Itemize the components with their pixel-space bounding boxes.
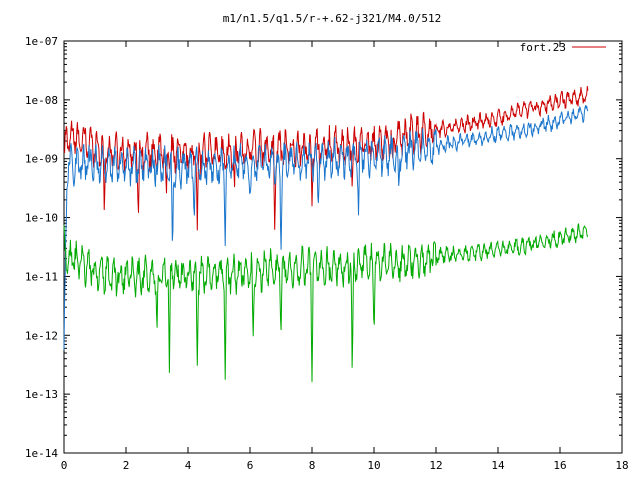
x-tick-label: 0 xyxy=(61,459,68,472)
series-line xyxy=(63,223,589,383)
y-tick-label: 1e-11 xyxy=(25,270,58,283)
x-tick-label: 14 xyxy=(491,459,505,472)
y-tick-label: 1e-14 xyxy=(25,447,58,460)
x-tick-label: 2 xyxy=(123,459,130,472)
series-line xyxy=(63,86,589,231)
x-tick-label: 10 xyxy=(367,459,380,472)
y-tick-label: 1e-13 xyxy=(25,388,58,401)
plot-frame xyxy=(63,40,623,454)
y-tick-label: 1e-07 xyxy=(25,35,58,48)
y-tick-label: 1e-12 xyxy=(25,329,58,342)
axis-ticks: 0 2 4 6 8 10 12 14 16 18 1e-14 1e-13 1e-12 1e-11 1e-10… xyxy=(25,35,629,472)
x-tick-label: 6 xyxy=(247,459,254,472)
chart-title: m1/n1.5/q1.5/r-+.62-j321/M4.0/512 xyxy=(223,12,442,25)
y-tick-label: 1e-09 xyxy=(25,153,58,166)
y-tick-label: 1e-08 xyxy=(25,94,58,107)
plot-area xyxy=(63,86,589,383)
x-tick-label: 16 xyxy=(553,459,566,472)
x-tick-label: 12 xyxy=(429,459,442,472)
x-tick-label: 4 xyxy=(185,459,192,472)
x-tick-label: 8 xyxy=(309,459,316,472)
y-tick-label: 1e-10 xyxy=(25,212,58,225)
x-tick-label: 18 xyxy=(615,459,628,472)
legend-label: fort.23 xyxy=(520,41,566,54)
legend: fort.23 xyxy=(520,41,606,54)
series-line xyxy=(63,105,589,350)
